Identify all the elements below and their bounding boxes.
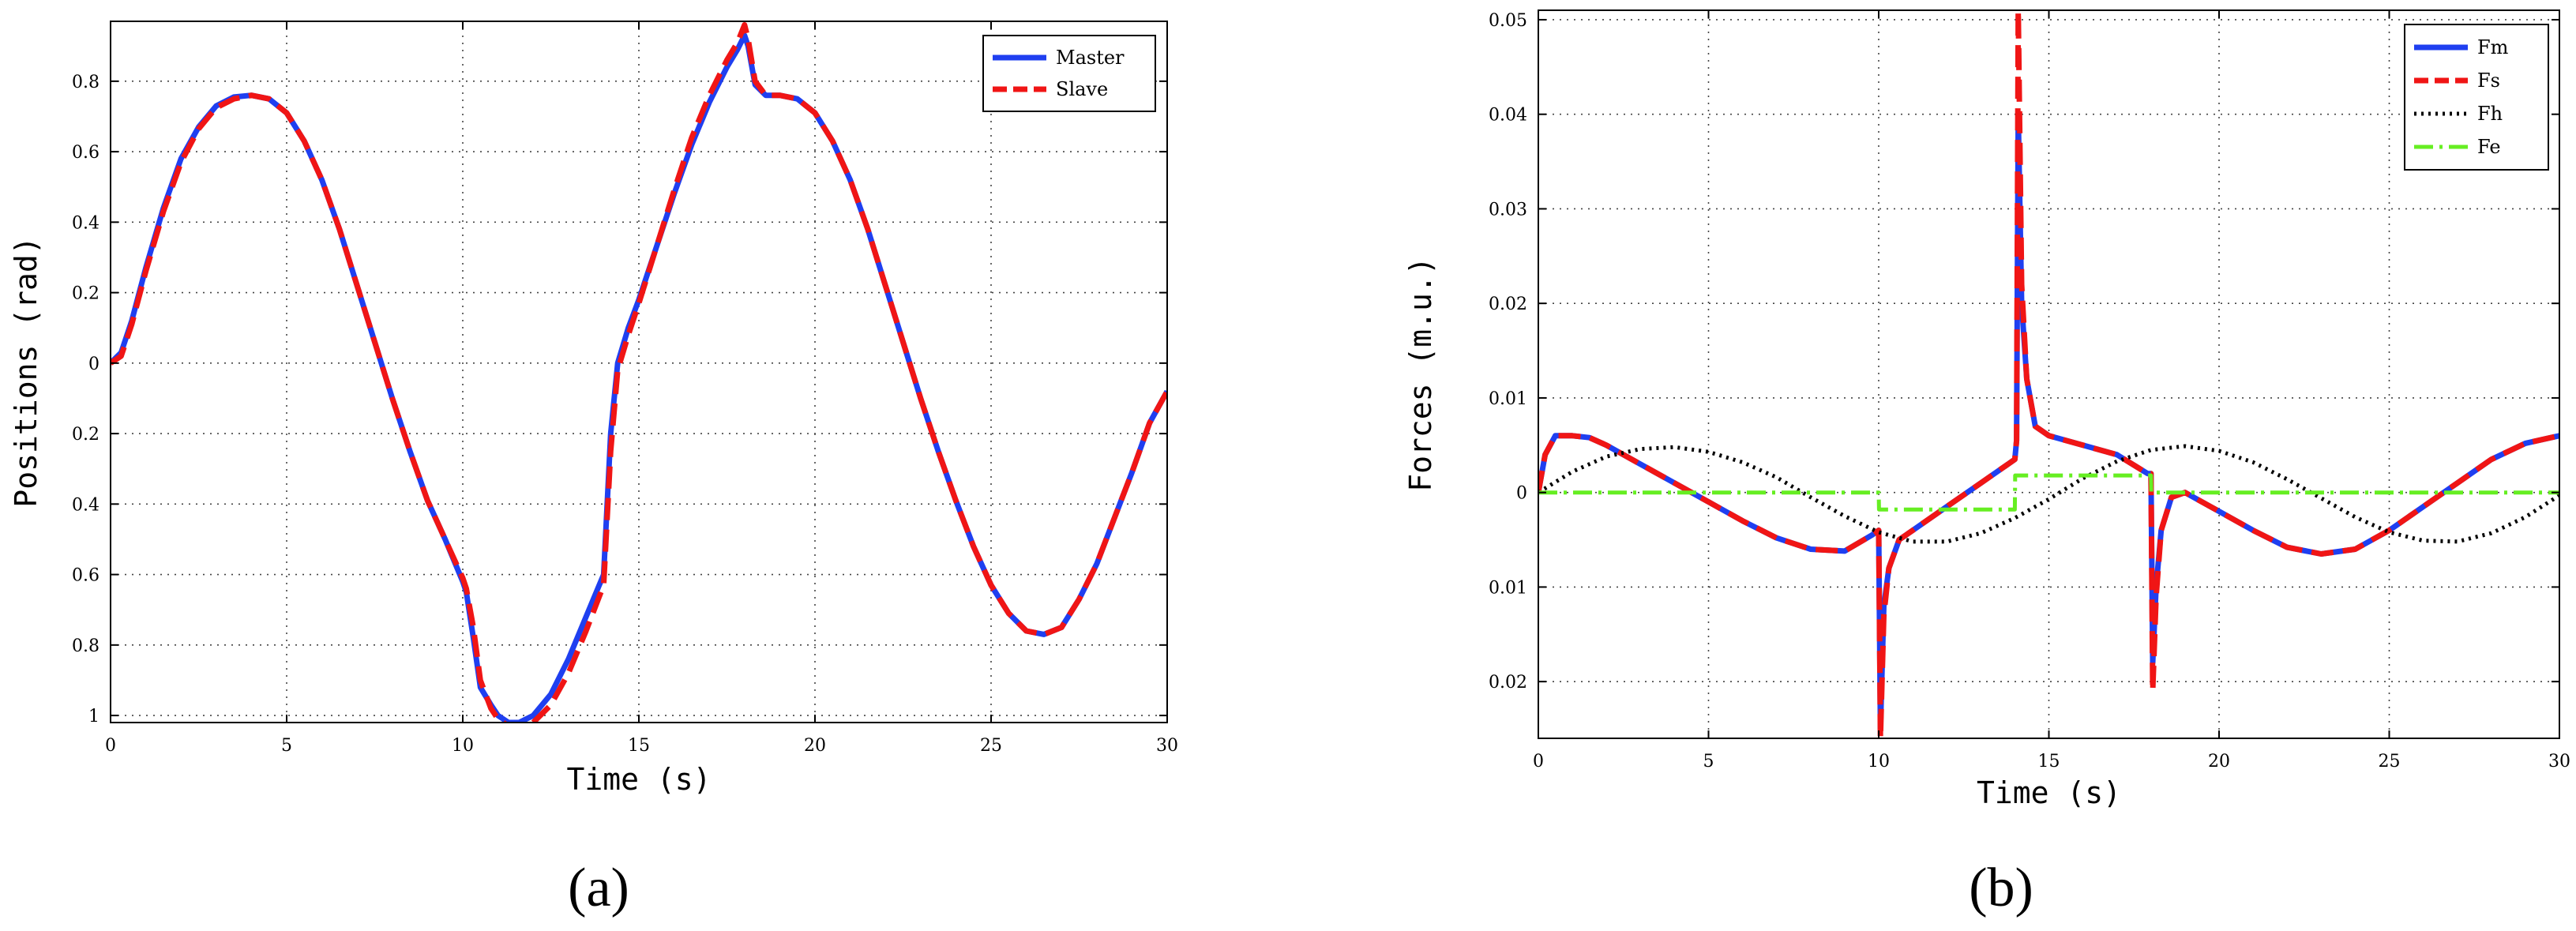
y-tick-label-3: 0.01 xyxy=(1489,389,1527,409)
panel-label: (a) xyxy=(568,858,629,918)
y-tick-label-1: 0.01 xyxy=(1489,578,1527,598)
plot-frame xyxy=(110,21,1168,723)
y-tick-label-5: 0.03 xyxy=(1489,200,1527,220)
x-tick-label-1: 5 xyxy=(281,736,292,756)
legend-label-fh: Fh xyxy=(2477,103,2503,125)
y-tick-label-7: 0.4 xyxy=(72,213,100,233)
y-tick-label-5: 0 xyxy=(88,355,100,374)
legend-label-fe: Fe xyxy=(2477,136,2501,158)
y-tick-label-8: 0.6 xyxy=(72,143,100,163)
x-axis-label: Time (s) xyxy=(566,762,711,797)
legend-label-fm: Fm xyxy=(2477,36,2509,58)
legend-label-master: Master xyxy=(1056,47,1125,69)
y-tick-label-0: 0.02 xyxy=(1489,673,1527,693)
x-tick-label-3: 15 xyxy=(628,736,650,756)
x-tick-label-0: 0 xyxy=(105,736,116,756)
y-tick-label-1: 0.8 xyxy=(72,636,100,656)
y-tick-label-4: 0.02 xyxy=(1489,295,1527,314)
x-tick-label-3: 15 xyxy=(2038,752,2060,771)
legend-label-slave: Slave xyxy=(1056,78,1108,100)
y-tick-label-6: 0.2 xyxy=(72,284,100,304)
x-tick-label-5: 25 xyxy=(980,736,1002,756)
y-tick-label-7: 0.05 xyxy=(1489,11,1527,31)
x-tick-label-2: 10 xyxy=(452,736,474,756)
legend-box xyxy=(982,35,1156,112)
y-tick-label-3: 0.4 xyxy=(72,495,100,515)
y-tick-label-2: 0.6 xyxy=(72,566,100,586)
x-tick-label-0: 0 xyxy=(1533,752,1544,771)
x-tick-label-6: 30 xyxy=(1156,736,1178,756)
y-axis-label: Positions (rad) xyxy=(9,236,43,507)
series-line-fe xyxy=(1538,473,2559,512)
y-tick-label-9: 0.8 xyxy=(72,73,100,92)
x-tick-label-2: 10 xyxy=(1868,752,1890,771)
x-tick-label-6: 30 xyxy=(2548,752,2570,771)
series-line-slave xyxy=(111,22,1167,723)
legend-label-fs: Fs xyxy=(2477,69,2500,92)
y-axis-label: Forces (m.u.) xyxy=(1403,257,1438,491)
y-tick-label-0: 1 xyxy=(88,707,100,726)
x-tick-label-5: 25 xyxy=(2379,752,2401,771)
series-line-fs xyxy=(1538,10,2559,738)
y-tick-label-2: 0 xyxy=(1516,484,1527,504)
y-tick-label-6: 0.04 xyxy=(1489,106,1527,126)
x-tick-label-1: 5 xyxy=(1703,752,1714,771)
x-axis-label: Time (s) xyxy=(1977,775,2121,810)
x-tick-label-4: 20 xyxy=(2208,752,2230,771)
chart-panel-b: 0 5 10 15 20 25 30 0.02 0.01 0 0.01 0.02 0.03 0.04 0.0… xyxy=(1403,9,2570,918)
y-tick-label-4: 0.2 xyxy=(72,425,100,445)
x-tick-label-4: 20 xyxy=(804,736,826,756)
chart-panel-a: 0 5 10 15 20 25 30 1 0.8 0.6 0.4 0.2 0 0.2 0.4 0.6 0.8 Ti… xyxy=(9,21,1178,918)
panel-label: (b) xyxy=(1969,858,2033,918)
